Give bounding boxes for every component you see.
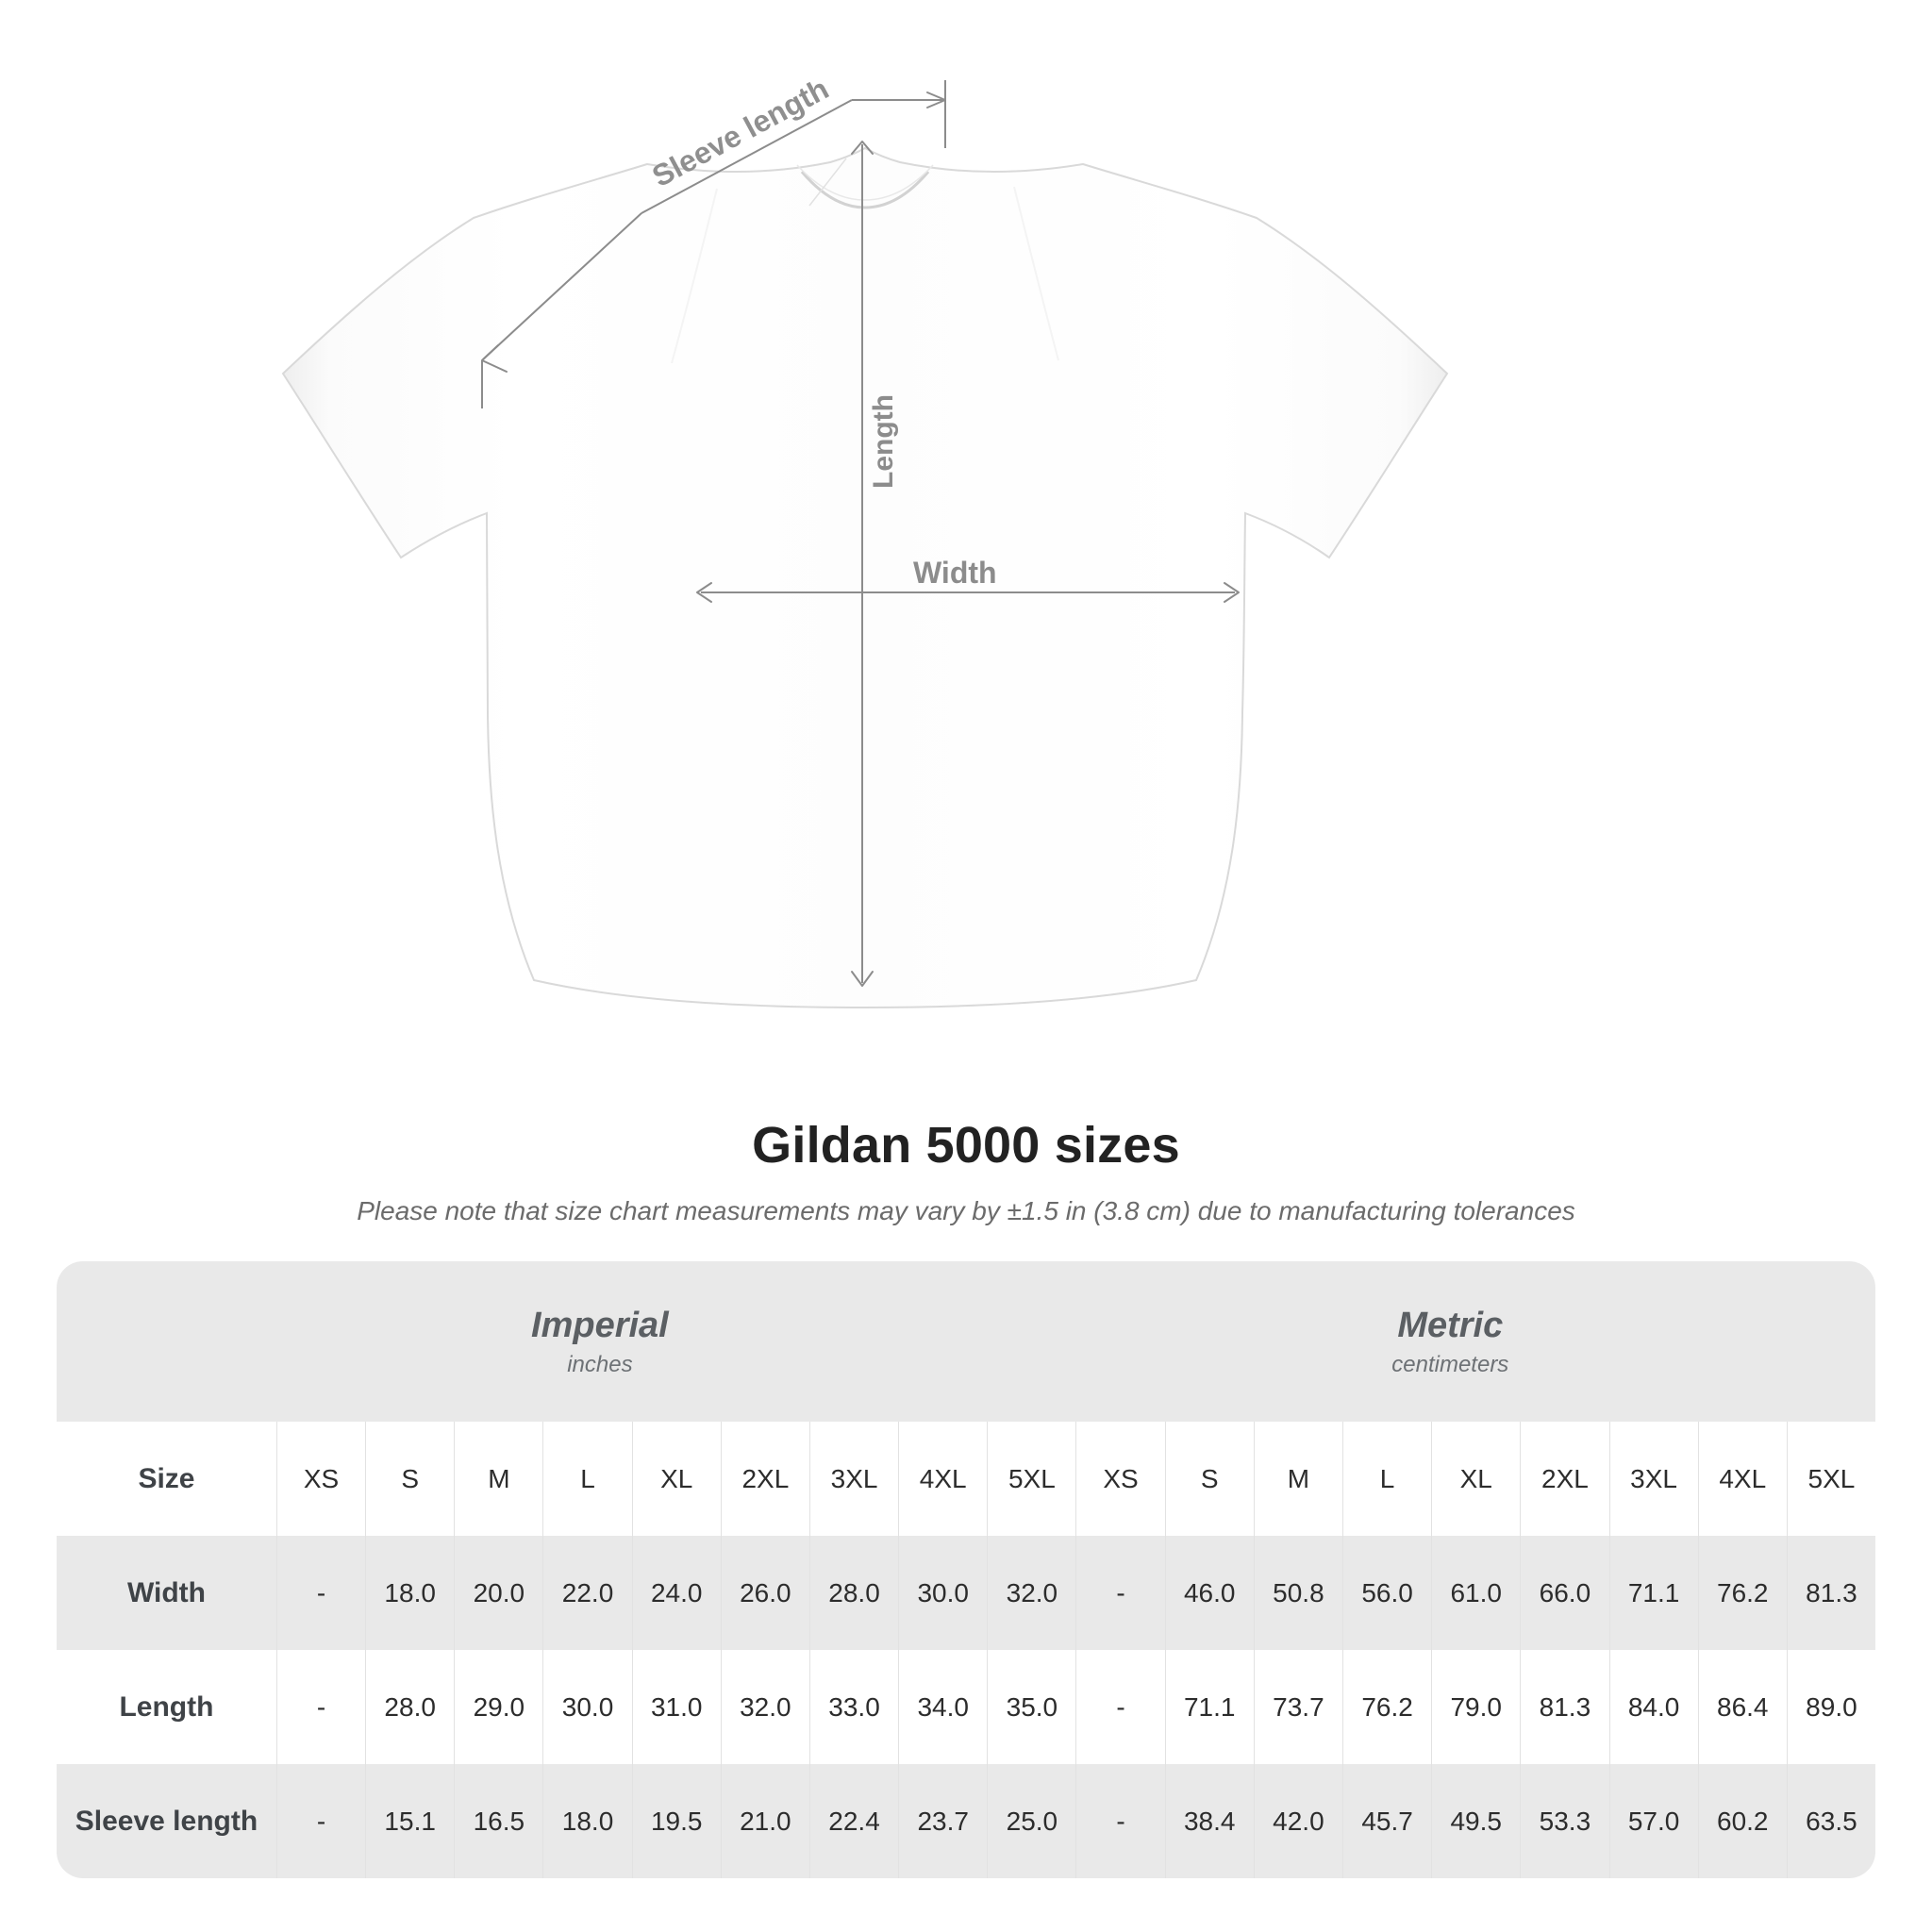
svg-text:Length: Length [868,394,899,489]
svg-text:Width: Width [913,556,997,590]
